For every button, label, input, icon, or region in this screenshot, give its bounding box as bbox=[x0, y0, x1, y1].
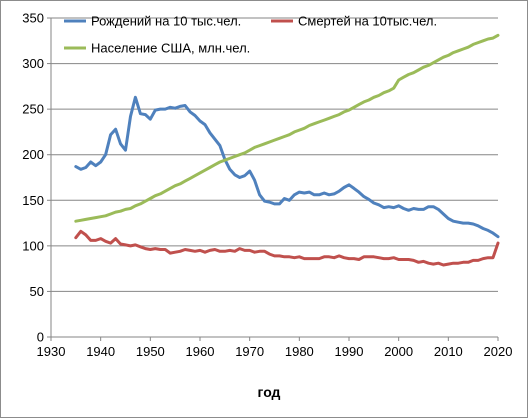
y-tick-label: 50 bbox=[30, 284, 44, 299]
legend-label-2: Смертей на 10тыс.чел. bbox=[298, 14, 437, 29]
x-tick-label: 1990 bbox=[335, 344, 364, 359]
y-tick-label: 0 bbox=[37, 330, 44, 345]
axes: 0 50 100 150 200 250 300 350 1930 1940 1950 1960 197… bbox=[22, 11, 512, 360]
x-tick-label: 1930 bbox=[37, 344, 66, 359]
x-tick-label: 1960 bbox=[186, 344, 215, 359]
legend-label-3: Население США, млн.чел. bbox=[91, 41, 250, 56]
y-tick-label: 200 bbox=[22, 147, 44, 162]
x-tick-label: 1940 bbox=[86, 344, 115, 359]
y-tick-label: 350 bbox=[22, 11, 44, 26]
series-line-2 bbox=[74, 229, 500, 267]
gridlines bbox=[51, 17, 498, 292]
y-tick-label: 250 bbox=[22, 102, 44, 117]
x-tick-label: 2010 bbox=[434, 344, 463, 359]
series-line-1 bbox=[74, 95, 500, 239]
y-tick-label: 300 bbox=[22, 56, 44, 71]
x-tick-label: 1970 bbox=[235, 344, 264, 359]
legend: Рождений на 10 тыс.чел. Смертей на 10тыс.… bbox=[64, 14, 437, 56]
y-tick-label: 100 bbox=[22, 238, 44, 253]
x-axis-title: год bbox=[258, 384, 281, 400]
legend-label-1: Рождений на 10 тыс.чел. bbox=[91, 14, 241, 29]
series-line-3 bbox=[74, 33, 500, 223]
series-lines bbox=[74, 33, 500, 267]
y-tick-label: 150 bbox=[22, 193, 44, 208]
x-tick-label: 1950 bbox=[136, 344, 165, 359]
x-tick-label: 2020 bbox=[484, 344, 513, 359]
x-tick-label: 1980 bbox=[285, 344, 314, 359]
x-tick-label: 2000 bbox=[384, 344, 413, 359]
